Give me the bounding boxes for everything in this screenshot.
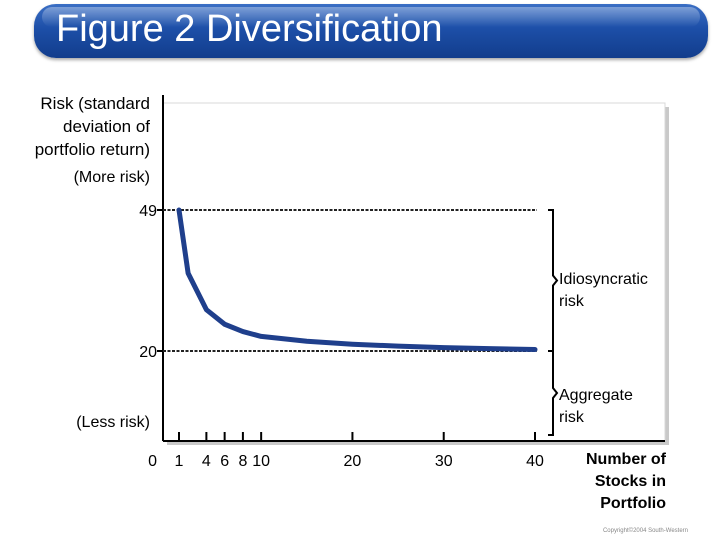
- aggregate-risk-label: Aggregate risk: [559, 387, 633, 426]
- y-axis-label-line-1: Risk (standard: [40, 94, 150, 113]
- y-tick-label-0: 0: [148, 453, 157, 470]
- y-axis-label-line-2: deviation of: [63, 117, 150, 136]
- copyright-notice: Copyright©2004 South-Western: [602, 528, 688, 534]
- y-more-risk-label: (More risk): [73, 169, 150, 186]
- idiosyncratic-risk-label: Idiosyncratic risk: [559, 271, 648, 310]
- x-tick-label-1: 1: [175, 453, 184, 470]
- y-tick-label-49: 49: [139, 203, 157, 220]
- y-axis-label-line-3: portfolio return): [34, 140, 150, 159]
- risk-curve: [176, 207, 538, 353]
- aggregate-risk-brace: [548, 350, 559, 436]
- slide-title: Figure 2 Diversification: [56, 8, 443, 50]
- x-tick-label-8: 8: [238, 453, 247, 470]
- x-tick-label-4: 4: [202, 453, 211, 470]
- x-axis-label: Number of Stocks in Portfolio: [586, 451, 666, 512]
- y-tick-label-20: 20: [139, 344, 157, 361]
- x-tick-label-20: 20: [344, 453, 362, 470]
- x-tick-label-30: 30: [435, 453, 453, 470]
- x-tick-label-40: 40: [526, 453, 544, 470]
- plot-area: [162, 102, 666, 442]
- y-less-risk-label: (Less risk): [76, 414, 150, 431]
- x-tick-label-10: 10: [252, 453, 270, 470]
- title-bar: [34, 4, 708, 58]
- x-tick-label-6: 6: [220, 453, 229, 470]
